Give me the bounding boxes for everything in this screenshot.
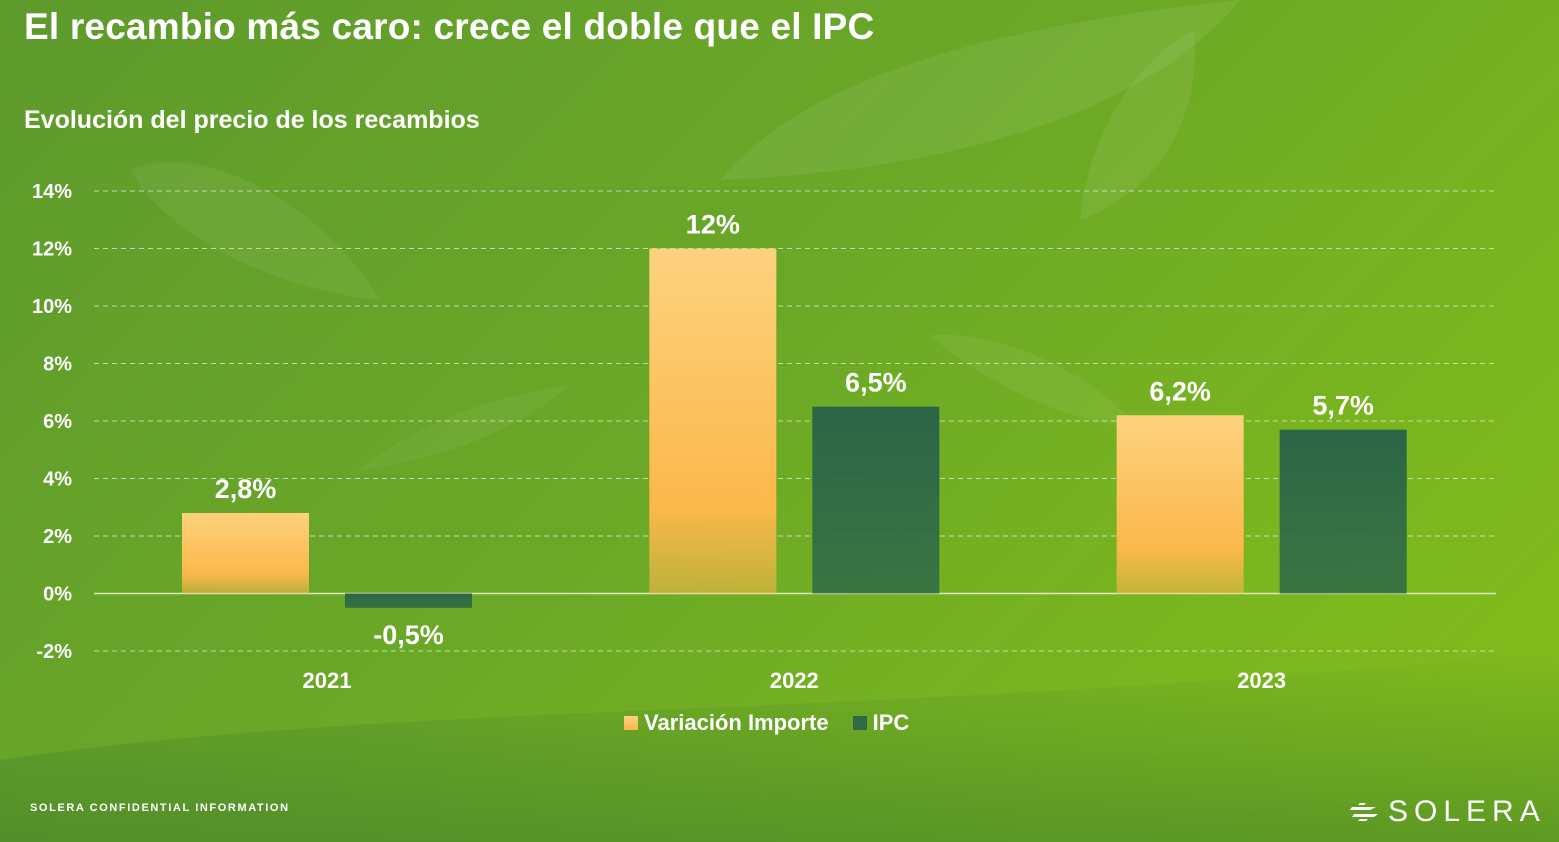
legend-label-ipc: IPC: [872, 710, 910, 735]
y-tick-label: 10%: [32, 296, 72, 318]
leaf-shape-right: [1080, 30, 1196, 220]
legend-swatch-variacion: [624, 716, 638, 730]
leaf-shape-left: [130, 162, 380, 300]
leaf-shape-middle: [930, 334, 1140, 430]
chart-legend: Variación Importe IPC: [624, 710, 933, 736]
data-label: 6,5%: [845, 368, 907, 398]
bar-ipc-2022: [812, 406, 940, 594]
data-labels: 2,8% -0,5% 12% 6,5% 6,2% 5,7%: [215, 210, 1374, 650]
y-axis-ticks: 14% 12% 10% 8% 6% 4% 2% 0% -2%: [32, 181, 72, 663]
gridlines: [94, 190, 1496, 652]
x-axis-ticks: 2021 2022 2023: [303, 668, 1287, 693]
legend-swatch-ipc: [852, 716, 867, 730]
x-tick-label: 2021: [303, 668, 352, 693]
y-tick-label: 14%: [32, 181, 72, 203]
solera-logo: SOLERA: [1348, 795, 1546, 829]
bar-variacion-2021: [182, 513, 309, 594]
y-tick-label: 8%: [43, 354, 72, 376]
data-label: 12%: [686, 210, 740, 240]
leaf-shape-small: [360, 385, 570, 470]
y-tick-label: -2%: [36, 641, 72, 663]
bar-ipc-2023: [1279, 429, 1407, 594]
data-label: 2,8%: [215, 474, 277, 504]
bar-ipc-2021: [345, 593, 472, 608]
x-tick-label: 2022: [770, 668, 819, 693]
leaf-shape-top: [720, 0, 1240, 180]
y-tick-label: 12%: [32, 239, 72, 261]
bar-variacion-2022: [649, 248, 777, 594]
solera-logo-icon: [1350, 803, 1378, 821]
y-tick-label: 2%: [43, 526, 72, 548]
y-tick-label: 0%: [43, 584, 72, 606]
legend-label-variacion: Variación Importe: [644, 710, 829, 735]
hill-shape: [0, 650, 1559, 842]
y-tick-label: 6%: [43, 411, 72, 433]
x-tick-label: 2023: [1237, 668, 1286, 693]
legend-item-variacion: Variación Importe: [624, 710, 829, 736]
page-title: El recambio más caro: crece el doble que…: [24, 6, 875, 47]
data-label: 6,2%: [1149, 376, 1211, 406]
confidential-notice: SOLERA CONFIDENTIAL INFORMATION: [30, 802, 290, 814]
data-label: 5,7%: [1312, 391, 1374, 421]
data-label: -0,5%: [373, 620, 444, 650]
legend-item-ipc: IPC: [852, 710, 910, 736]
bar-variacion-2023: [1116, 415, 1244, 594]
y-tick-label: 4%: [43, 469, 72, 491]
chart-subtitle: Evolución del precio de los recambios: [24, 106, 480, 134]
logo-text: SOLERA: [1388, 795, 1546, 828]
bars: [182, 248, 1407, 608]
